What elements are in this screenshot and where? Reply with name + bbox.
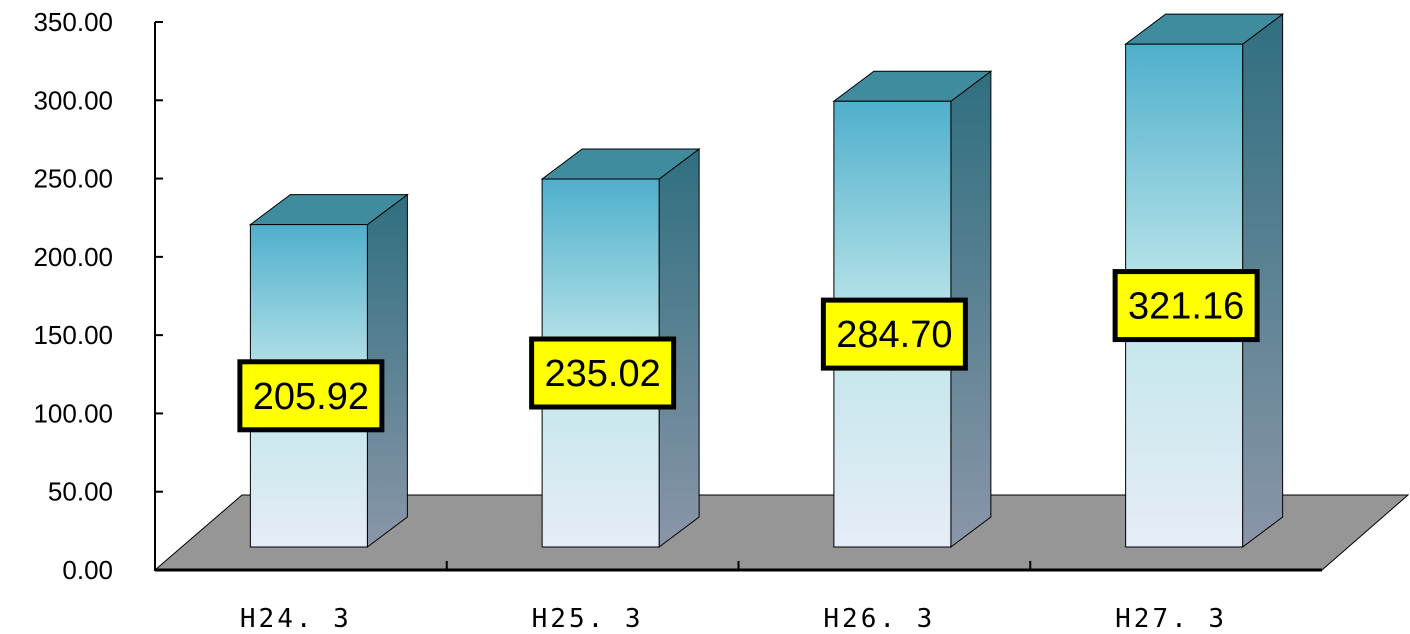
x-tick-label: H25. 3 xyxy=(532,604,644,634)
y-tick-label: 50.00 xyxy=(48,477,113,507)
x-tick-label: H26. 3 xyxy=(823,604,935,634)
x-tick-label: H27. 3 xyxy=(1115,604,1227,634)
y-tick-label: 200.00 xyxy=(33,242,113,272)
data-label-box xyxy=(1112,269,1260,343)
data-label: 205.92 xyxy=(253,376,369,418)
data-label-box xyxy=(237,359,385,433)
data-label-box xyxy=(529,336,677,410)
y-tick-label: 350.00 xyxy=(33,7,113,37)
chart-tick-labels: 0.00 50.00 100.00 150.00 200.00 250.00 300.00 3… xyxy=(33,7,1227,634)
chart-data-labels: 205.92 235.02 284.70 321.16 xyxy=(237,269,1260,433)
chart-axes xyxy=(154,21,1322,572)
x-tick-label: H24. 3 xyxy=(240,604,352,634)
data-label: 235.02 xyxy=(545,353,661,395)
y-tick-label: 100.00 xyxy=(33,398,113,428)
y-tick-label: 300.00 xyxy=(33,85,113,115)
y-tick-label: 0.00 xyxy=(62,555,113,585)
y-tick-label: 250.00 xyxy=(33,164,113,194)
data-label: 284.70 xyxy=(836,314,952,356)
y-tick-label: 150.00 xyxy=(33,320,113,350)
data-label-box xyxy=(820,297,968,371)
data-label: 321.16 xyxy=(1128,286,1244,328)
